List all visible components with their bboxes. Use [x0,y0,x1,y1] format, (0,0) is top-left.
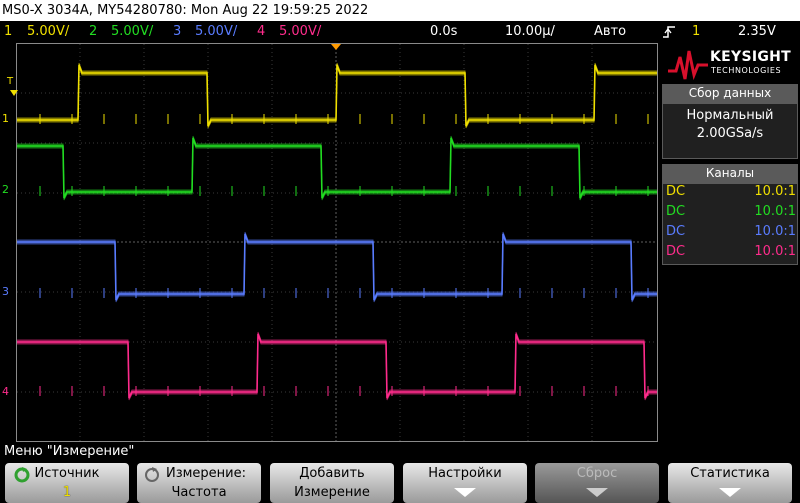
statistics-softkey[interactable]: Статистика [668,463,792,503]
rotate-knob-icon [14,467,30,483]
ch1-ground-marker[interactable]: 1 [2,112,9,125]
delay-readout[interactable]: 0.0s [430,24,458,39]
channels-box[interactable]: DC 10.0:1 DC 10.0:1 DC 10.0:1 DC 10.0:1 [662,183,798,265]
trigger-position-marker [331,44,341,50]
title-bar: MS0-X 3034A, MY54280780: Mon Aug 22 19:5… [0,0,800,21]
waveform-display[interactable] [16,43,658,442]
channels-header: Каналы [662,164,798,183]
ch2-ground-marker[interactable]: 2 [2,183,9,196]
trigger-mode[interactable]: Авто [594,24,627,39]
keysight-logo [662,43,798,83]
acquisition-box[interactable]: Нормальный 2.00GSa/s [662,103,798,159]
graticule-border [16,43,658,442]
ch4-scale[interactable]: 5.00V/ [279,24,322,39]
trigger-level-marker[interactable]: T [7,76,14,87]
trigger-level-arrow-icon [10,90,18,96]
trigger-level[interactable]: 2.35V [738,24,776,39]
ch2-scale[interactable]: 5.00V/ [111,24,154,39]
acquisition-header: Сбор данных [662,84,798,103]
ch4-trace [17,335,657,401]
status-bar: 1 5.00V/ 2 5.00V/ 3 5.00V/ 4 5.00V/ 0.0s… [0,21,800,43]
menu-title: Меню "Измерение" [4,444,135,459]
add-measurement-softkey[interactable]: Добавить Измерение [270,463,394,503]
ch2-trace [17,139,657,201]
source-softkey[interactable]: Источник 1 [5,463,129,503]
ch2-number[interactable]: 2 [89,24,98,39]
softkey-bar: Источник 1 Измерение: Частота Добавить И… [0,461,800,503]
timebase-readout[interactable]: 10.00µ/ [505,24,555,39]
ch1-trace [17,66,657,129]
rising-edge-icon [662,25,676,39]
ch3-trace [17,235,657,303]
keysight-wave-icon [668,50,708,81]
ch4-ground-marker[interactable]: 4 [2,385,9,398]
ch4-number[interactable]: 4 [257,24,266,39]
ch1-number[interactable]: 1 [4,24,13,39]
ch3-ground-marker[interactable]: 3 [2,285,9,298]
acquisition-mode: Нормальный [686,108,774,123]
measurement-type-softkey[interactable]: Измерение: Частота [137,463,261,503]
settings-softkey[interactable]: Настройки [403,463,527,503]
down-arrow-icon [454,488,476,497]
ch3-scale[interactable]: 5.00V/ [195,24,238,39]
logo-technologies-text: TECHNOLOGIES [711,66,782,75]
down-arrow-icon [719,488,741,497]
reset-softkey[interactable]: Сброс [535,463,659,503]
trigger-channel[interactable]: 1 [692,24,701,39]
sample-rate: 2.00GSa/s [696,126,764,141]
logo-keysight-text: KEYSIGHT [710,49,791,65]
ch1-scale[interactable]: 5.00V/ [27,24,70,39]
rotate-knob-icon [145,467,159,482]
ch3-number[interactable]: 3 [173,24,182,39]
down-arrow-icon [586,488,608,497]
